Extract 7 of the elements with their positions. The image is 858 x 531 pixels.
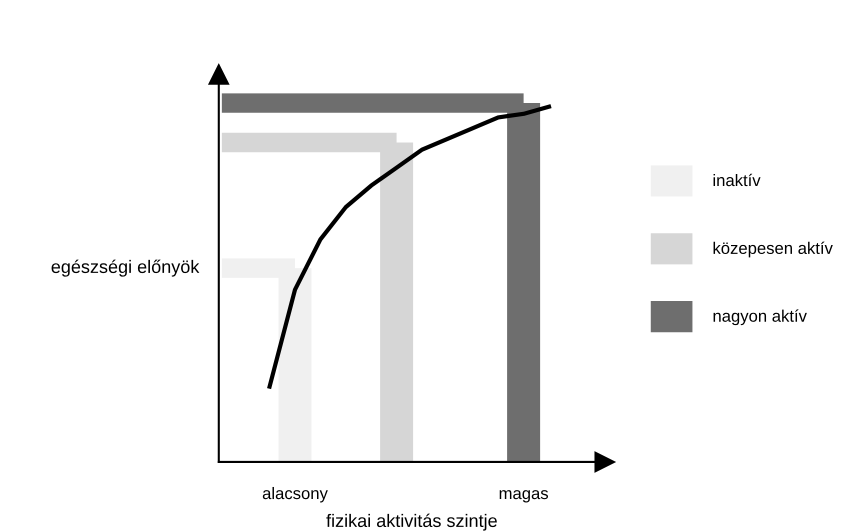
- y-axis-title: egészségi előnyök: [52, 260, 200, 277]
- legend-label: közepesen aktív: [714, 242, 833, 258]
- legend-label: nagyon aktív: [714, 309, 807, 326]
- x-tick-label: alacsony: [262, 486, 328, 503]
- x-axis-title: fizikai aktivitás szintje: [326, 514, 497, 531]
- x-tick-label: magas: [500, 490, 548, 503]
- legend-label: inaktív: [714, 174, 761, 186]
